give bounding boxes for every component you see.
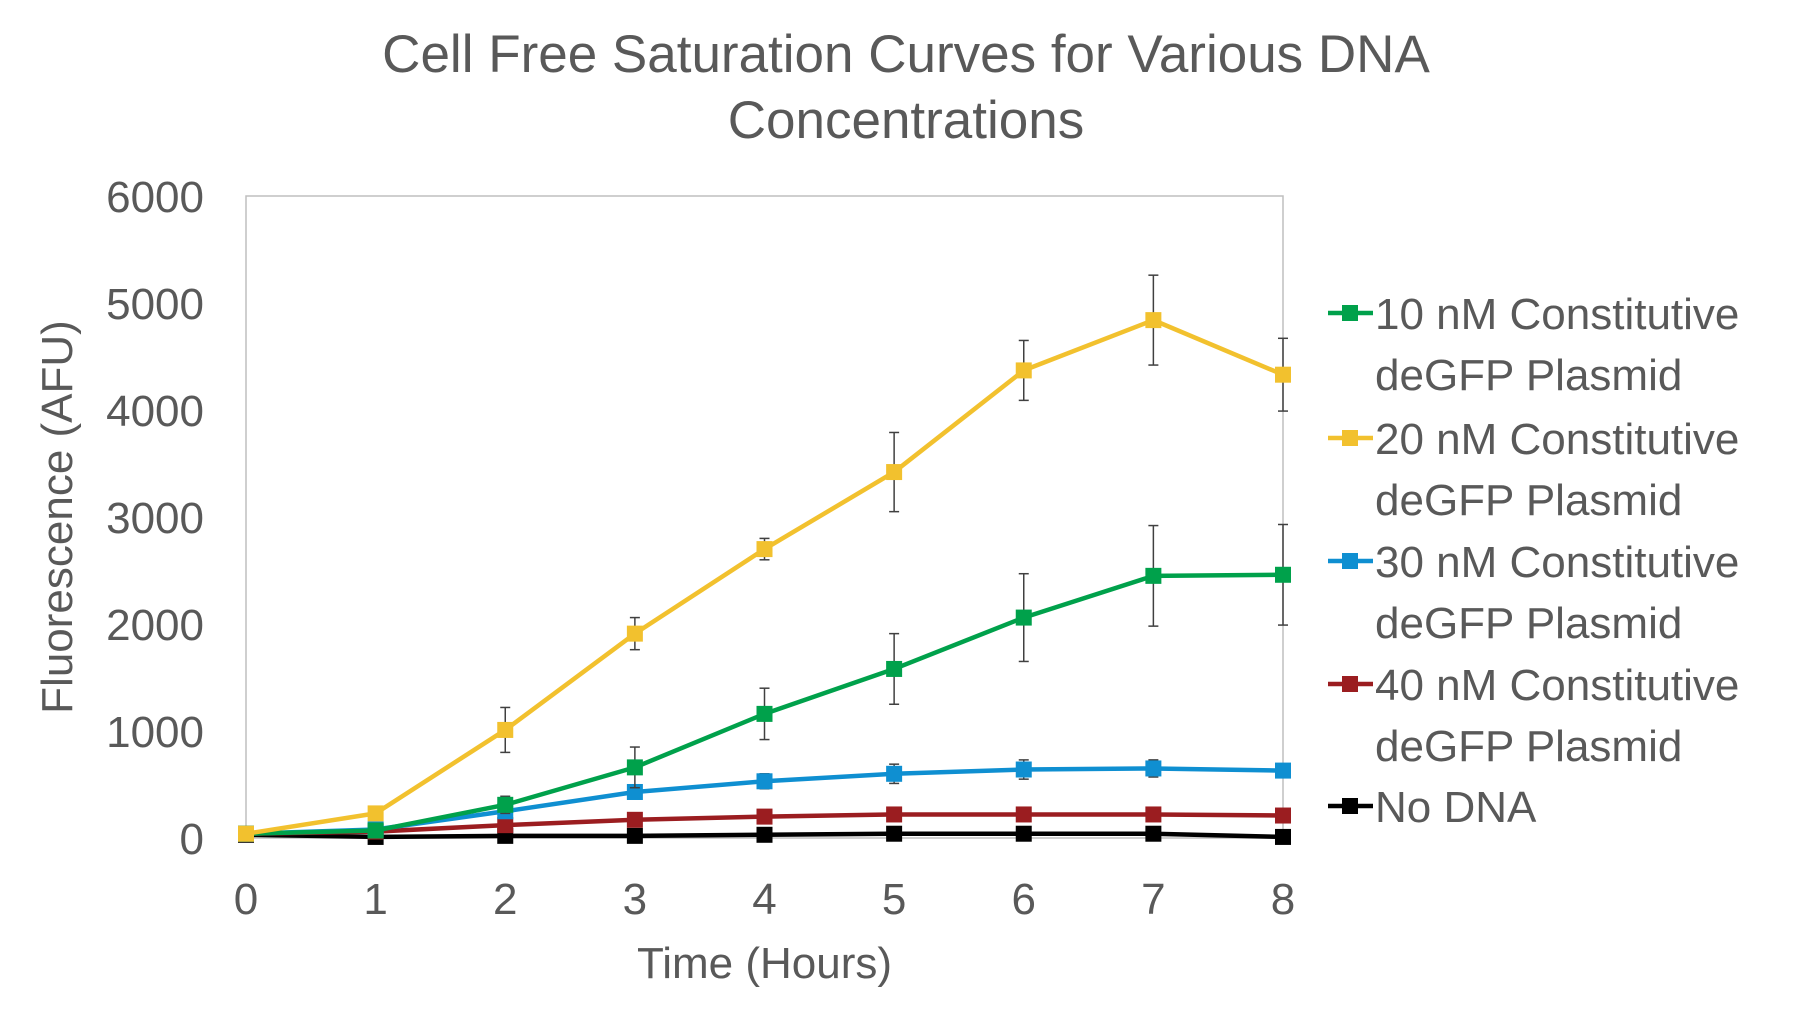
data-point (626, 625, 643, 642)
legend-entry: 10 nM Constitutive deGFP Plasmid (1328, 290, 1739, 400)
chart-title-line: Cell Free Saturation Curves for Various … (382, 25, 1430, 84)
legend-label: 10 nM Constitutive (1375, 290, 1739, 339)
legend-label: 20 nM Constitutive (1375, 415, 1739, 464)
y-tick-label: 0 (180, 815, 204, 864)
legend-label: deGFP Plasmid (1375, 722, 1682, 771)
data-point (756, 705, 773, 722)
series-1 (238, 523, 1291, 842)
legend-label: deGFP Plasmid (1375, 476, 1682, 525)
data-point (756, 541, 773, 558)
x-axis-label: Time (Hours) (637, 939, 892, 988)
data-point (1275, 366, 1291, 383)
data-point (886, 660, 903, 677)
legend-label: No DNA (1375, 783, 1537, 832)
series-line (245, 317, 1284, 836)
data-point (1145, 760, 1162, 777)
data-point (1145, 567, 1162, 584)
legend-entry: 30 nM Constitutive deGFP Plasmid (1328, 538, 1739, 648)
legend-label: 40 nM Constitutive (1375, 661, 1739, 710)
plot-area (245, 195, 1284, 839)
legend-label: 30 nM Constitutive (1375, 538, 1739, 587)
x-axis: 0 1 2 3 4 5 6 7 8 (234, 875, 1295, 924)
data-point (1015, 609, 1032, 626)
data-point (1275, 566, 1291, 583)
data-point (1275, 762, 1291, 779)
data-point (1015, 362, 1032, 379)
x-tick-label: 7 (1141, 875, 1165, 924)
x-tick-label: 8 (1271, 875, 1295, 924)
data-point (756, 808, 773, 825)
x-tick-label: 0 (234, 875, 258, 924)
legend-swatch-marker (1342, 798, 1358, 814)
data-point (626, 827, 643, 844)
y-tick-label: 6000 (106, 173, 204, 222)
data-point (626, 759, 643, 776)
legend-swatch-marker (1342, 430, 1358, 446)
data-point (1015, 806, 1032, 823)
data-point (1275, 828, 1291, 845)
legend-swatch-marker (1342, 553, 1358, 569)
x-tick-label: 5 (882, 875, 906, 924)
y-axis-label: Fluorescence (AFU) (33, 320, 82, 714)
legend-entry: 40 nM Constitutive deGFP Plasmid (1328, 661, 1739, 771)
data-point (1015, 761, 1032, 778)
legend-swatch-marker (1342, 676, 1358, 692)
y-tick-label: 4000 (106, 387, 204, 436)
data-point (497, 721, 514, 738)
data-point (756, 826, 773, 843)
data-point (1145, 312, 1162, 329)
legend-entry: No DNA (1328, 783, 1537, 832)
legend-label: deGFP Plasmid (1375, 351, 1682, 400)
data-point (1145, 806, 1162, 823)
x-tick-label: 2 (493, 875, 517, 924)
data-point (886, 806, 903, 823)
y-tick-label: 1000 (106, 708, 204, 757)
series-2 (238, 274, 1291, 842)
data-point (756, 773, 773, 790)
legend-label: deGFP Plasmid (1375, 599, 1682, 648)
x-tick-label: 3 (623, 875, 647, 924)
data-point (497, 817, 514, 834)
x-tick-label: 4 (752, 875, 776, 924)
y-tick-label: 3000 (106, 494, 204, 543)
chart-title: Cell Free Saturation Curves for Various … (382, 25, 1430, 150)
y-tick-label: 2000 (106, 601, 204, 650)
data-point (626, 811, 643, 828)
chart-title-line: Concentrations (728, 91, 1084, 150)
data-point (1145, 825, 1162, 842)
legend-swatch-marker (1342, 305, 1358, 321)
data-point (886, 765, 903, 782)
data-point (1015, 825, 1032, 842)
data-point (367, 822, 384, 839)
data-point (367, 805, 384, 822)
data-point (497, 796, 514, 813)
series-layer (238, 274, 1291, 845)
data-point (1275, 807, 1291, 824)
x-tick-label: 6 (1012, 875, 1036, 924)
y-axis: 0 1000 2000 3000 4000 5000 6000 (106, 173, 204, 864)
data-point (886, 825, 903, 842)
data-point (886, 464, 903, 481)
y-tick-label: 5000 (106, 280, 204, 329)
legend-entry: 20 nM Constitutive deGFP Plasmid (1328, 415, 1739, 525)
x-tick-label: 1 (363, 875, 387, 924)
data-point (238, 825, 254, 842)
